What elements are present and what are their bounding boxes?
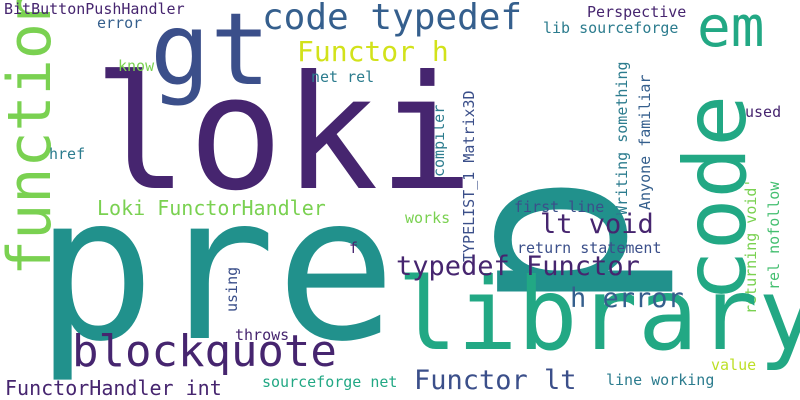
word-functor-lt: Functor lt	[414, 367, 577, 394]
word-anyone-familiar: Anyone familiar	[638, 75, 653, 210]
word-functorhandler-int: FunctorHandler int	[5, 378, 222, 398]
word-throws: throws	[235, 328, 289, 343]
word-lib-sourceforge: lib sourceforge	[543, 21, 678, 36]
word-blockquote: blockquote	[72, 330, 337, 374]
word-used: used	[745, 105, 781, 120]
word-value: value	[711, 358, 756, 373]
word-typedef-functor: typedef Functor	[396, 253, 640, 280]
word-perspective: Perspective	[587, 5, 686, 20]
word-sourceforge-net: sourceforge net	[262, 375, 397, 390]
word-know: know	[118, 59, 154, 74]
word-href: href	[49, 147, 85, 162]
word-code-typedef: code typedef	[262, 0, 522, 36]
word-return-statement: return statement	[517, 241, 662, 256]
word-writing-something: Writing something	[615, 61, 630, 215]
word-works: works	[405, 211, 450, 226]
word-em: em	[697, 0, 764, 56]
word-h-error: h error	[570, 285, 684, 312]
word-f: f	[349, 241, 358, 256]
word-functor-h: Functor h	[297, 38, 449, 66]
word-bitbuttonpushhandler: BitButtonPushHandler	[4, 2, 185, 17]
word-loki-functorhandler: Loki FunctorHandler	[97, 198, 326, 218]
word-net-rel: net rel	[311, 70, 374, 85]
word-error: error	[97, 16, 142, 31]
word-first-line: first line	[514, 200, 604, 215]
word-line-working: line working	[606, 373, 714, 388]
